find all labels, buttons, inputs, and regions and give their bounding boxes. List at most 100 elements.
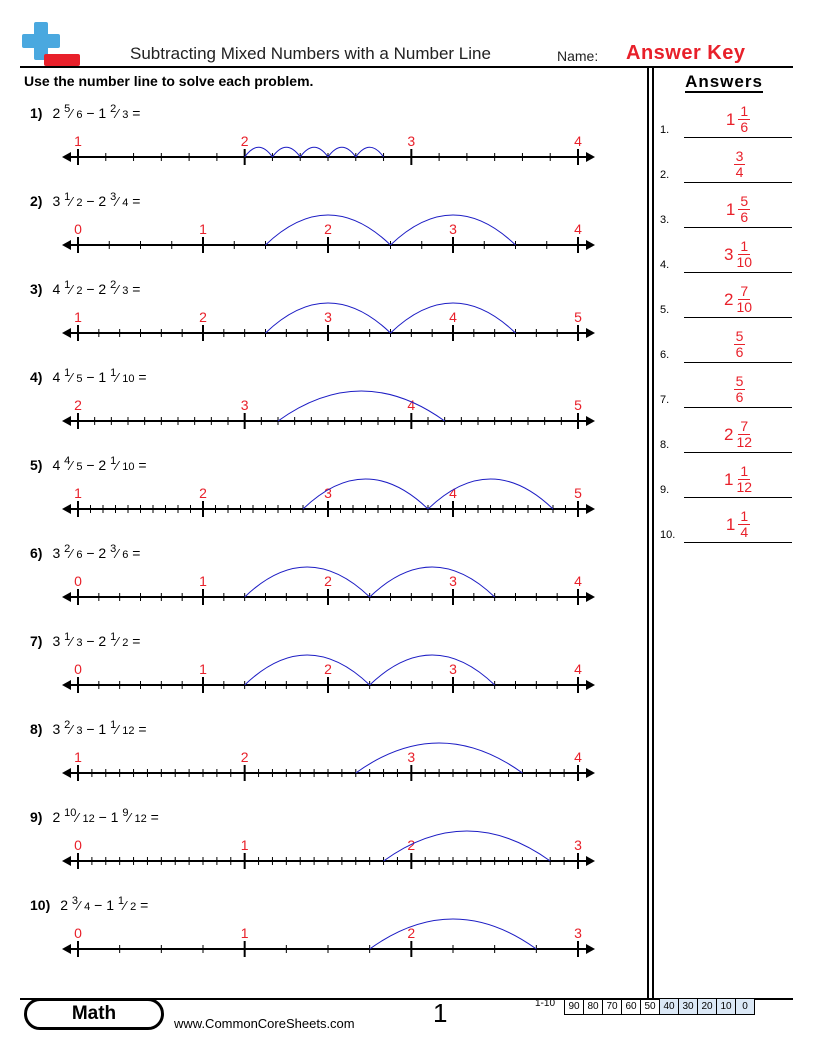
arrow-right-icon	[586, 152, 595, 162]
answer-row-7: 7. 5 6	[660, 366, 792, 408]
tick-label: 3	[449, 573, 457, 589]
jump-arc	[369, 654, 496, 686]
number-line-9: 0 1 2 3	[62, 830, 595, 869]
answer-number: 4.	[660, 259, 670, 271]
answer-number: 5.	[660, 304, 670, 316]
answer-column-divider	[647, 68, 649, 998]
tick-label: 5	[574, 309, 582, 325]
jump-arc	[265, 302, 391, 334]
answer-blank-line	[684, 137, 792, 138]
tick-label: 1	[74, 749, 82, 765]
answer-number: 9.	[660, 484, 670, 496]
tick-label: 0	[74, 221, 82, 237]
tick-label: 3	[574, 837, 582, 853]
jump-arc	[390, 302, 516, 334]
tick-label: 3	[324, 485, 332, 501]
arrow-left-icon	[62, 768, 71, 778]
tick-label: 1	[241, 837, 249, 853]
tick-label: 3	[574, 925, 582, 941]
problem-5-expression: 5) 4 4⁄ 5 − 2 1⁄ 10 =	[30, 455, 147, 473]
answer-key-label: Answer Key	[626, 42, 746, 64]
answer-blank-line	[684, 272, 792, 273]
arrow-right-icon	[586, 680, 595, 690]
answer-row-6: 6. 5 6	[660, 321, 792, 363]
arrow-right-icon	[586, 592, 595, 602]
answer-row-3: 3. 1 5 6	[660, 186, 792, 228]
problem-7-expression: 7) 3 1⁄ 3 − 2 1⁄ 2 =	[30, 631, 141, 649]
answer-row-2: 2. 3 4	[660, 141, 792, 183]
problem-4-expression: 4) 4 1⁄ 5 − 1 1⁄ 10 =	[30, 367, 147, 385]
tick-label: 1	[241, 925, 249, 941]
arrow-left-icon	[62, 680, 71, 690]
tick-label: 2	[74, 397, 82, 413]
site-url: www.CommonCoreSheets.com	[174, 1016, 355, 1031]
arrow-right-icon	[586, 240, 595, 250]
problem-1-expression: 1) 2 5⁄ 6 − 1 2⁄ 3 =	[30, 103, 141, 121]
jump-arc	[244, 654, 371, 686]
tick-label: 4	[449, 485, 457, 501]
tick-label: 2	[241, 749, 249, 765]
arrow-right-icon	[586, 768, 595, 778]
tick-label: 0	[74, 573, 82, 589]
score-table: 90 80 70 60 50 40 30 20 10 0	[564, 998, 755, 1015]
answer-blank-line	[684, 317, 792, 318]
answer-number: 6.	[660, 349, 670, 361]
header-divider	[20, 66, 793, 68]
jump-arc	[302, 478, 429, 510]
score-range-label: 1-10	[535, 998, 556, 1009]
answer-value: 3 1 10	[723, 238, 753, 270]
answer-number: 3.	[660, 214, 670, 226]
subject-badge: Math	[24, 998, 164, 1030]
tick-label: 2	[199, 485, 207, 501]
tick-label: 2	[241, 133, 249, 149]
jump-arc	[265, 214, 391, 246]
tick-label: 1	[199, 661, 207, 677]
number-line-3: 1 2 3 4 5	[62, 302, 595, 341]
tick-label: 2	[324, 573, 332, 589]
score-cell: 10	[716, 998, 736, 1015]
tick-label: 3	[449, 221, 457, 237]
tick-label: 2	[199, 309, 207, 325]
tick-label: 5	[574, 485, 582, 501]
arrow-right-icon	[586, 856, 595, 866]
problem-2-expression: 2) 3 1⁄ 2 − 2 3⁄ 4 =	[30, 191, 141, 209]
tick-label: 5	[574, 397, 582, 413]
answers-heading: Answers	[685, 72, 763, 93]
tick-label: 1	[199, 573, 207, 589]
arrow-right-icon	[586, 504, 595, 514]
tick-label: 4	[574, 573, 582, 589]
tick-label: 4	[574, 221, 582, 237]
jump-arc	[390, 214, 516, 246]
answer-row-4: 4. 3 1 10	[660, 231, 792, 273]
answer-number: 1.	[660, 124, 670, 136]
arrow-left-icon	[62, 240, 71, 250]
jump-arc	[244, 566, 371, 598]
jump-arc	[369, 566, 496, 598]
number-line-4: 2 3 4 5	[62, 390, 595, 429]
jump-arc	[355, 742, 523, 774]
answer-value: 2 7 10	[723, 283, 753, 315]
tick-label: 1	[74, 309, 82, 325]
tick-label: 3	[407, 749, 415, 765]
answer-value: 1 1 12	[723, 463, 753, 495]
logo-icon	[22, 22, 80, 66]
arrow-right-icon	[586, 944, 595, 954]
worksheet-title: Subtracting Mixed Numbers with a Number …	[130, 44, 491, 63]
arrow-left-icon	[62, 416, 71, 426]
score-cell: 80	[583, 998, 603, 1015]
answer-blank-line	[684, 497, 792, 498]
problem-6-expression: 6) 3 2⁄ 6 − 2 3⁄ 6 =	[30, 543, 141, 561]
score-cell: 0	[735, 998, 755, 1015]
tick-label: 4	[449, 309, 457, 325]
answer-number: 2.	[660, 169, 670, 181]
number-line-1: 1 2 3 4	[62, 133, 595, 165]
tick-label: 0	[74, 837, 82, 853]
problem-10-expression: 10) 2 3⁄ 4 − 1 1⁄ 2 =	[30, 895, 149, 913]
jump-arc	[327, 146, 357, 158]
score-cell: 50	[640, 998, 660, 1015]
number-line-2: 0 1 2 3 4	[62, 214, 595, 253]
tick-label: 2	[324, 221, 332, 237]
answer-blank-line	[684, 362, 792, 363]
